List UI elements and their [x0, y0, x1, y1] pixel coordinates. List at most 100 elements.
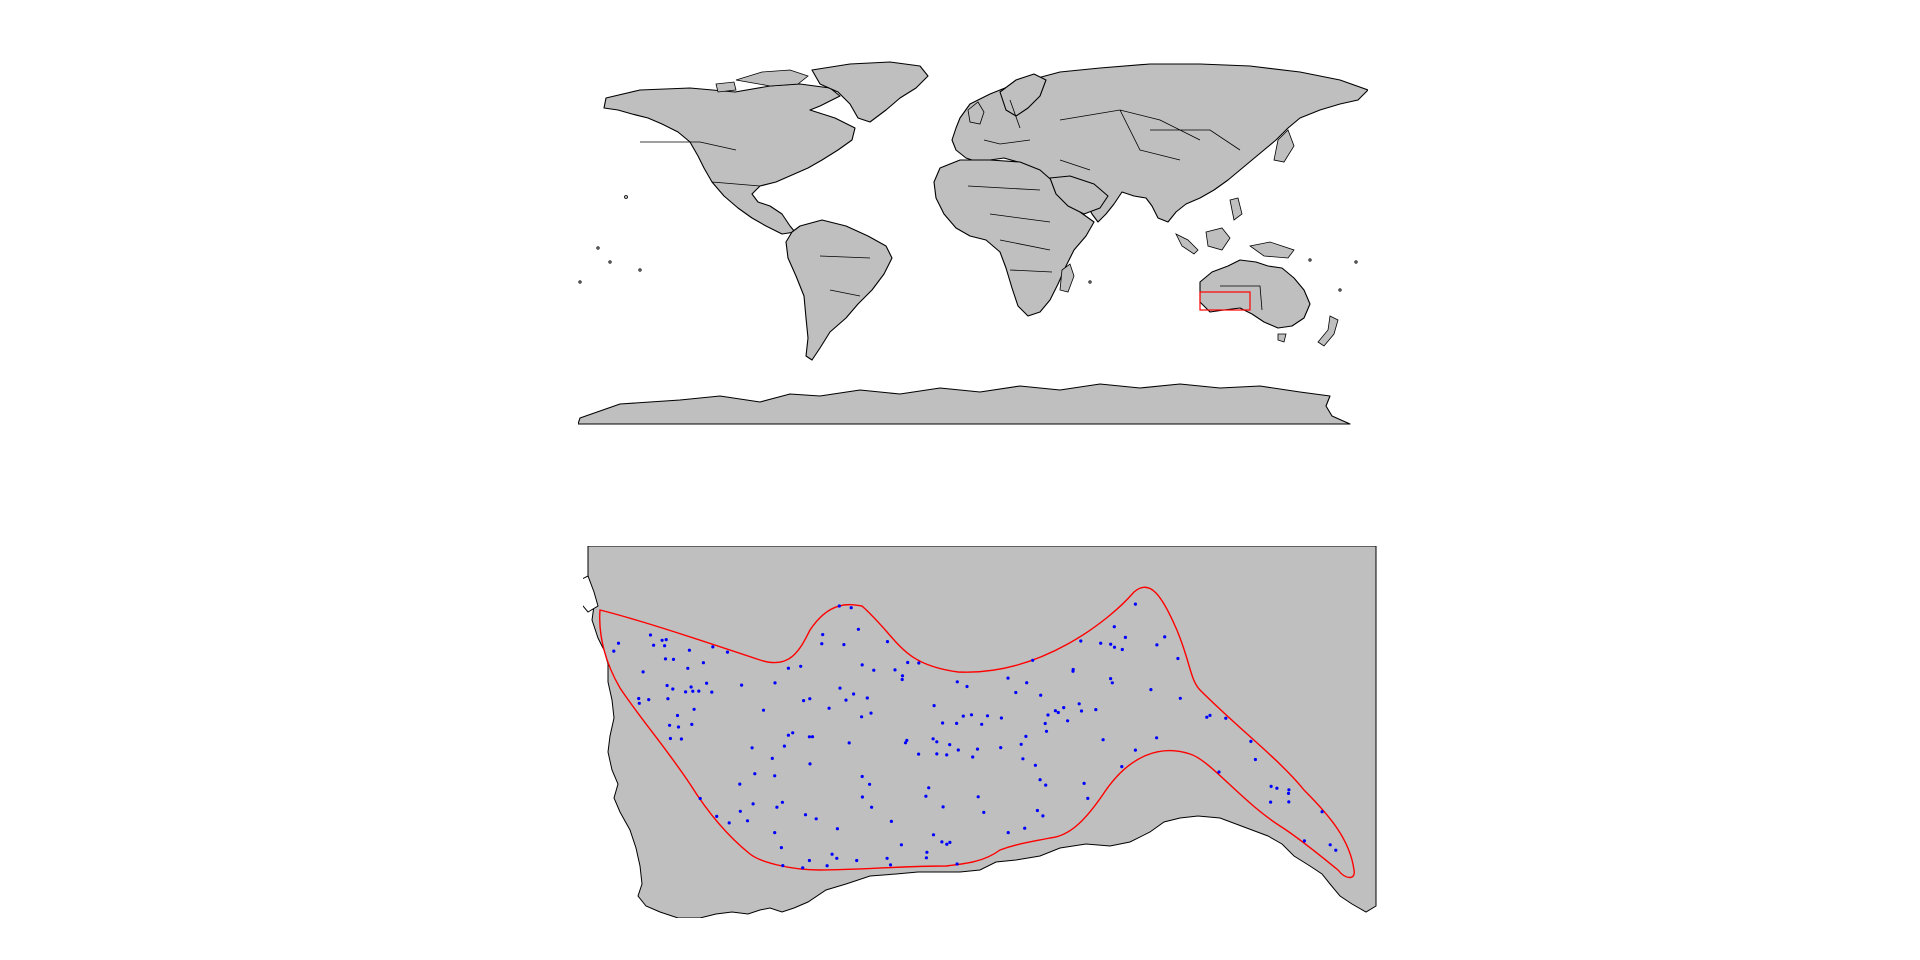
sample-point	[637, 696, 641, 701]
sample-point	[999, 746, 1003, 750]
sample-point	[1014, 690, 1018, 695]
sample-point	[1110, 681, 1114, 685]
sample-point	[1163, 635, 1167, 639]
sample-point	[773, 774, 777, 778]
sample-point	[775, 805, 779, 809]
sample-point	[679, 737, 684, 741]
sample-point	[1224, 716, 1228, 720]
sample-point	[893, 668, 897, 672]
sample-point	[965, 684, 969, 689]
sample-point	[885, 640, 890, 644]
sample-point	[899, 843, 904, 847]
sample-point	[924, 856, 929, 860]
sample-point	[779, 846, 784, 850]
sample-point	[751, 802, 755, 806]
sample-point	[827, 706, 831, 710]
sample-point	[1077, 702, 1081, 706]
tasmania-island	[1277, 333, 1287, 343]
sample-point	[648, 633, 653, 637]
sample-point	[1024, 734, 1028, 739]
country-borders	[640, 99, 1263, 311]
scandinavia-landmass	[999, 73, 1047, 117]
sample-point	[612, 649, 616, 653]
sample-point	[955, 862, 959, 866]
sample-point	[753, 772, 757, 776]
sample-point	[738, 782, 742, 786]
sample-point	[1053, 709, 1057, 713]
sample-point	[870, 805, 874, 809]
sample-point	[663, 644, 667, 648]
sample-point	[641, 670, 645, 674]
sample-point	[780, 800, 785, 804]
sample-point	[865, 696, 869, 700]
sample-point	[976, 795, 980, 799]
sample-point	[786, 733, 791, 737]
sample-point	[1086, 796, 1090, 801]
sample-point	[770, 756, 774, 761]
sample-point	[945, 753, 949, 757]
sample-point	[686, 666, 690, 670]
new-guinea-island	[1249, 241, 1295, 259]
sample-point	[935, 752, 939, 756]
sample-point	[860, 795, 865, 799]
sample-point	[781, 864, 785, 868]
sample-point	[676, 725, 681, 729]
sample-point	[885, 856, 889, 860]
zoom-landmass	[587, 546, 1377, 918]
sample-point	[1320, 810, 1324, 814]
sample-point	[663, 657, 668, 661]
new-zealand-islands	[1317, 315, 1339, 347]
sample-point	[956, 748, 960, 752]
sample-point	[842, 643, 846, 647]
sample-point	[814, 817, 818, 821]
sample-point	[710, 690, 714, 694]
sample-point	[1066, 719, 1070, 723]
sample-point	[705, 681, 709, 685]
sample-point	[698, 796, 702, 801]
sample-point	[835, 856, 839, 860]
sample-point	[1287, 800, 1291, 804]
sample-point	[1006, 831, 1010, 835]
sample-point	[849, 606, 853, 610]
sample-point	[903, 741, 908, 745]
sample-point	[1334, 848, 1338, 852]
world-landmass	[578, 61, 1368, 425]
sample-point	[900, 677, 904, 682]
sample-point	[844, 698, 848, 702]
sample-point	[1079, 709, 1084, 713]
zoomed-region-map	[583, 546, 1377, 918]
sample-points	[612, 602, 1338, 870]
sample-point	[1275, 786, 1279, 790]
sample-point	[1120, 647, 1124, 652]
sample-point	[1112, 645, 1117, 649]
sample-point	[616, 641, 621, 645]
sample-point	[1006, 676, 1010, 680]
sample-point	[838, 686, 842, 690]
sample-point	[1112, 625, 1116, 629]
sample-point	[801, 866, 805, 870]
sample-point	[935, 740, 939, 744]
sumatra-island	[1175, 233, 1199, 255]
sample-point	[1133, 748, 1137, 752]
sample-point	[664, 638, 668, 642]
sample-point	[1286, 791, 1291, 796]
sample-point	[999, 716, 1004, 720]
sample-point	[1208, 713, 1212, 718]
sample-point	[701, 661, 706, 665]
sample-point	[917, 752, 921, 756]
sample-point	[786, 666, 791, 670]
australia-landmass	[1199, 259, 1311, 329]
borneo-island	[1205, 227, 1231, 251]
sample-point	[1253, 757, 1257, 762]
sample-point	[969, 713, 974, 717]
sample-point	[847, 741, 851, 745]
sample-point	[835, 827, 840, 831]
sample-point	[1079, 639, 1083, 643]
sample-point	[985, 714, 990, 718]
sample-point	[860, 715, 864, 719]
sample-point	[687, 648, 692, 652]
sample-point	[1269, 784, 1273, 789]
sample-point	[889, 819, 894, 824]
sample-point	[1039, 693, 1043, 697]
sample-point	[830, 852, 834, 856]
